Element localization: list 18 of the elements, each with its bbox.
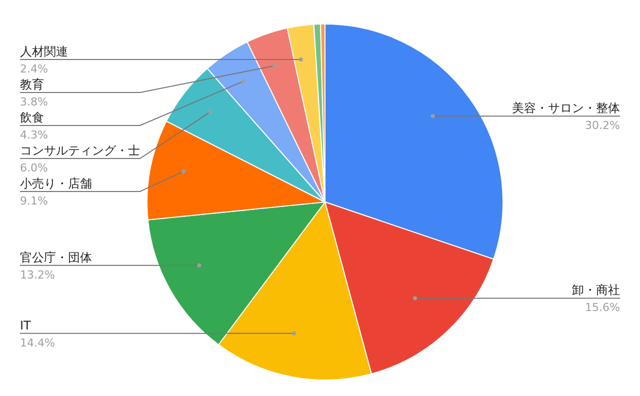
slice-label: 教育 <box>20 77 44 92</box>
slice-label: IT <box>20 318 32 332</box>
data-label: 6.0% <box>20 161 48 174</box>
slice-label: 美容・サロン・整体 <box>512 101 620 116</box>
data-label: 4.3% <box>20 128 48 142</box>
data-label: 9.1% <box>20 194 48 208</box>
data-label: 2.4% <box>20 62 48 76</box>
slice-label: 人材関連 <box>20 44 68 58</box>
slice-label: コンサルティング・士 <box>20 143 140 158</box>
data-label: 14.4% <box>20 336 55 350</box>
slice-label: 卸・商社 <box>572 283 620 298</box>
slice-label: 官公庁・団体 <box>20 250 92 264</box>
data-label: 3.8% <box>20 95 48 108</box>
data-label: 30.2% <box>585 119 620 132</box>
slice-label: 飲食 <box>20 110 44 124</box>
data-label: 15.6% <box>585 301 620 314</box>
data-label: 13.2% <box>20 268 55 282</box>
slice-label: 小売り・店舗 <box>20 176 92 190</box>
